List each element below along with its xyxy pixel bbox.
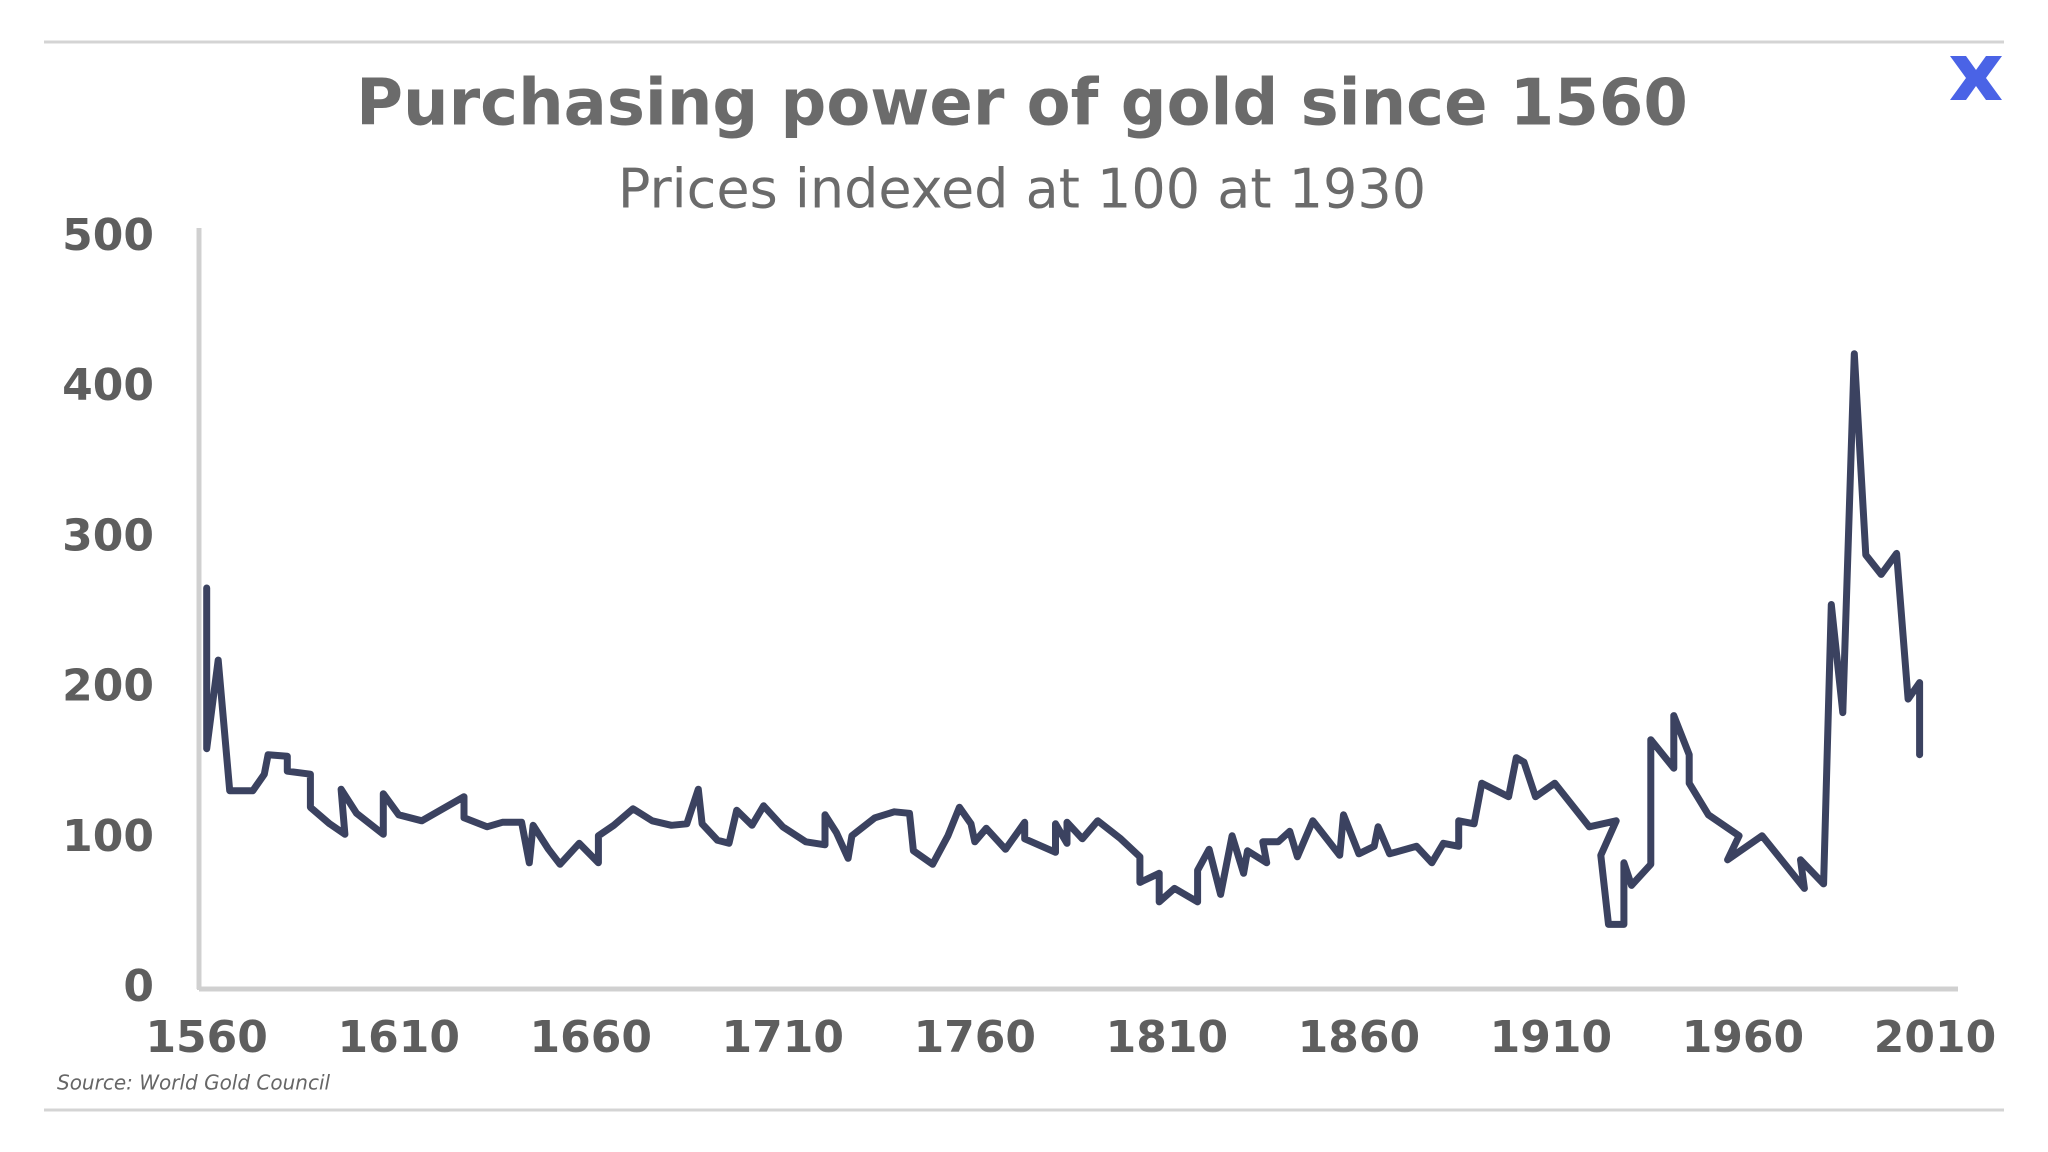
y-tick-label: 0 [123,961,154,1012]
chart-subtitle: Prices indexed at 100 at 1930 [618,158,1426,221]
source-note: Source: World Gold Council [57,1071,331,1095]
data-line [203,350,1924,928]
x-tick-label: 1660 [530,1012,652,1063]
x-tick-label: 1810 [1106,1012,1228,1063]
x-tick-label: 1860 [1298,1012,1420,1063]
y-tick-label: 500 [62,210,154,261]
x-tick-label: 1910 [1490,1012,1612,1063]
x-tick-label: 1560 [145,1012,267,1063]
x-tick-label: 1610 [337,1012,459,1063]
chart-title: Purchasing power of gold since 1560 [356,67,1688,141]
x-tick-label: 1710 [722,1012,844,1063]
y-tick-label: 100 [62,811,154,862]
y-tick-label: 400 [62,360,154,411]
x-tick-label: 1960 [1682,1012,1804,1063]
logo [1950,56,2002,100]
x-tick-label: 1760 [914,1012,1036,1063]
y-tick-label: 300 [62,510,154,561]
y-tick-label: 200 [62,661,154,712]
x-tick-label: 2010 [1874,1012,1996,1063]
